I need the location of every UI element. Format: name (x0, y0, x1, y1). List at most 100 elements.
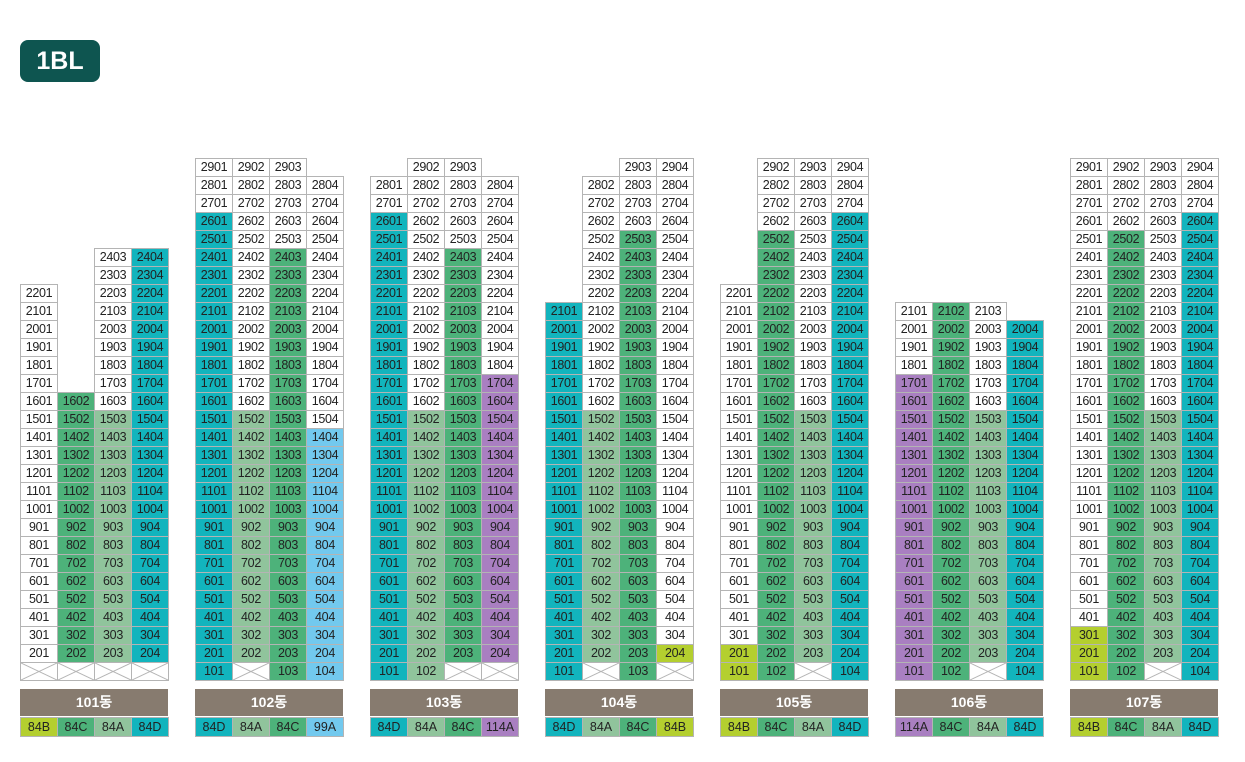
unit-cell[interactable]: 201 (20, 644, 58, 663)
unit-cell[interactable]: 1803 (1144, 356, 1182, 375)
unit-cell[interactable]: 2401 (1070, 248, 1108, 267)
unit-cell-available[interactable]: 1204 (306, 464, 344, 483)
unit-cell-available[interactable]: 403 (94, 608, 132, 627)
unit-cell-available[interactable]: 1402 (57, 428, 95, 447)
unit-cell[interactable]: 1701 (20, 374, 58, 393)
unit-cell[interactable]: 2903 (619, 158, 657, 177)
unit-cell[interactable]: 2701 (370, 194, 408, 213)
unit-cell-available[interactable]: 1104 (481, 482, 519, 501)
unit-cell[interactable]: 2303 (794, 266, 832, 285)
unit-cell-available[interactable]: 1102 (57, 482, 95, 501)
unit-cell-available[interactable]: 2004 (1181, 320, 1219, 339)
unit-cell[interactable]: 2503 (444, 230, 482, 249)
unit-cell[interactable]: 1703 (794, 374, 832, 393)
unit-cell-available[interactable]: 1703 (619, 374, 657, 393)
unit-cell-available[interactable]: 2102 (1107, 302, 1145, 321)
unit-cell[interactable]: 2802 (1107, 176, 1145, 195)
unit-cell[interactable]: 2104 (481, 302, 519, 321)
unit-cell-available[interactable]: 801 (370, 536, 408, 555)
unit-cell-available[interactable]: 1302 (57, 446, 95, 465)
unit-cell-available[interactable]: 1304 (306, 446, 344, 465)
unit-cell-available[interactable]: 1502 (1107, 410, 1145, 429)
unit-cell[interactable]: 1401 (1070, 428, 1108, 447)
unit-cell[interactable]: 501 (20, 590, 58, 609)
unit-cell-available[interactable]: 2403 (619, 248, 657, 267)
unit-cell-available[interactable]: 1001 (545, 500, 583, 519)
unit-cell-available[interactable]: 201 (545, 644, 583, 663)
unit-cell-available[interactable]: 1704 (1006, 374, 1044, 393)
unit-cell[interactable]: 1703 (969, 374, 1007, 393)
unit-cell-available[interactable]: 502 (1107, 590, 1145, 609)
unit-cell[interactable]: 1101 (1070, 482, 1108, 501)
unit-cell-available[interactable]: 1503 (619, 410, 657, 429)
unit-cell-available[interactable]: 1301 (370, 446, 408, 465)
unit-cell-available[interactable]: 601 (370, 572, 408, 591)
unit-cell[interactable]: 2004 (306, 320, 344, 339)
unit-cell[interactable]: 2904 (656, 158, 694, 177)
unit-cell[interactable]: 1803 (94, 356, 132, 375)
unit-cell-available[interactable]: 1201 (895, 464, 933, 483)
unit-cell-available[interactable]: 2501 (195, 230, 233, 249)
unit-cell-available[interactable]: 902 (932, 518, 970, 537)
unit-cell-available[interactable]: 202 (232, 644, 270, 663)
unit-cell-available[interactable]: 102 (407, 662, 445, 681)
unit-cell-available[interactable]: 1502 (757, 410, 795, 429)
unit-cell[interactable]: 1904 (656, 338, 694, 357)
unit-cell-available[interactable]: 1204 (831, 464, 869, 483)
unit-cell-available[interactable]: 1203 (619, 464, 657, 483)
unit-cell[interactable]: 2302 (582, 266, 620, 285)
unit-cell[interactable]: 2003 (794, 320, 832, 339)
unit-cell-available[interactable]: 1303 (794, 446, 832, 465)
unit-cell-available[interactable]: 2102 (932, 302, 970, 321)
unit-cell-available[interactable]: 803 (619, 536, 657, 555)
unit-cell-available[interactable]: 203 (444, 644, 482, 663)
unit-cell[interactable]: 1501 (1070, 410, 1108, 429)
unit-cell-available[interactable]: 504 (131, 590, 169, 609)
unit-cell-available[interactable]: 702 (232, 554, 270, 573)
unit-cell-available[interactable]: 1203 (1144, 464, 1182, 483)
unit-cell-available[interactable]: 1404 (1181, 428, 1219, 447)
unit-cell[interactable]: 1701 (1070, 374, 1108, 393)
unit-cell-available[interactable]: 1002 (1107, 500, 1145, 519)
unit-cell-available[interactable]: 201 (720, 644, 758, 663)
unit-cell-available[interactable]: 601 (545, 572, 583, 591)
unit-cell[interactable]: 2701 (195, 194, 233, 213)
unit-cell-available[interactable]: 802 (1107, 536, 1145, 555)
unit-cell-available[interactable]: 2601 (370, 212, 408, 231)
unit-cell[interactable]: 1604 (656, 392, 694, 411)
unit-cell-available[interactable]: 2004 (1006, 320, 1044, 339)
unit-cell-available[interactable]: 1602 (57, 392, 95, 411)
unit-cell-available[interactable]: 1801 (545, 356, 583, 375)
unit-cell[interactable]: 2902 (1107, 158, 1145, 177)
unit-cell[interactable]: 2603 (444, 212, 482, 231)
unit-cell[interactable]: 2603 (794, 212, 832, 231)
unit-cell-available[interactable]: 902 (1107, 518, 1145, 537)
unit-cell[interactable]: 2801 (1070, 176, 1108, 195)
unit-cell[interactable]: 2503 (269, 230, 307, 249)
unit-cell-available[interactable]: 203 (269, 644, 307, 663)
unit-cell-available[interactable]: 303 (1144, 626, 1182, 645)
unit-cell-available[interactable]: 1601 (195, 392, 233, 411)
unit-cell-available[interactable]: 304 (831, 626, 869, 645)
unit-cell[interactable]: 2201 (20, 284, 58, 303)
unit-cell-available[interactable]: 304 (131, 626, 169, 645)
unit-cell-available[interactable]: 604 (1006, 572, 1044, 591)
unit-cell[interactable]: 504 (656, 590, 694, 609)
unit-cell-available[interactable]: 302 (232, 626, 270, 645)
unit-cell-available[interactable]: 404 (1181, 608, 1219, 627)
unit-cell-available[interactable]: 1601 (895, 392, 933, 411)
unit-cell-available[interactable]: 502 (57, 590, 95, 609)
unit-cell[interactable]: 2303 (1144, 266, 1182, 285)
unit-cell-available[interactable]: 2502 (1107, 230, 1145, 249)
unit-cell-available[interactable]: 503 (444, 590, 482, 609)
unit-cell-available[interactable]: 103 (269, 662, 307, 681)
unit-cell-available[interactable]: 1403 (94, 428, 132, 447)
unit-cell[interactable]: 2602 (757, 212, 795, 231)
unit-cell-available[interactable]: 602 (407, 572, 445, 591)
unit-cell-available[interactable]: 1103 (794, 482, 832, 501)
unit-cell[interactable]: 1504 (306, 410, 344, 429)
unit-cell-available[interactable]: 801 (545, 536, 583, 555)
unit-cell-available[interactable]: 1503 (269, 410, 307, 429)
unit-cell[interactable]: 1901 (1070, 338, 1108, 357)
unit-cell-available[interactable]: 703 (94, 554, 132, 573)
